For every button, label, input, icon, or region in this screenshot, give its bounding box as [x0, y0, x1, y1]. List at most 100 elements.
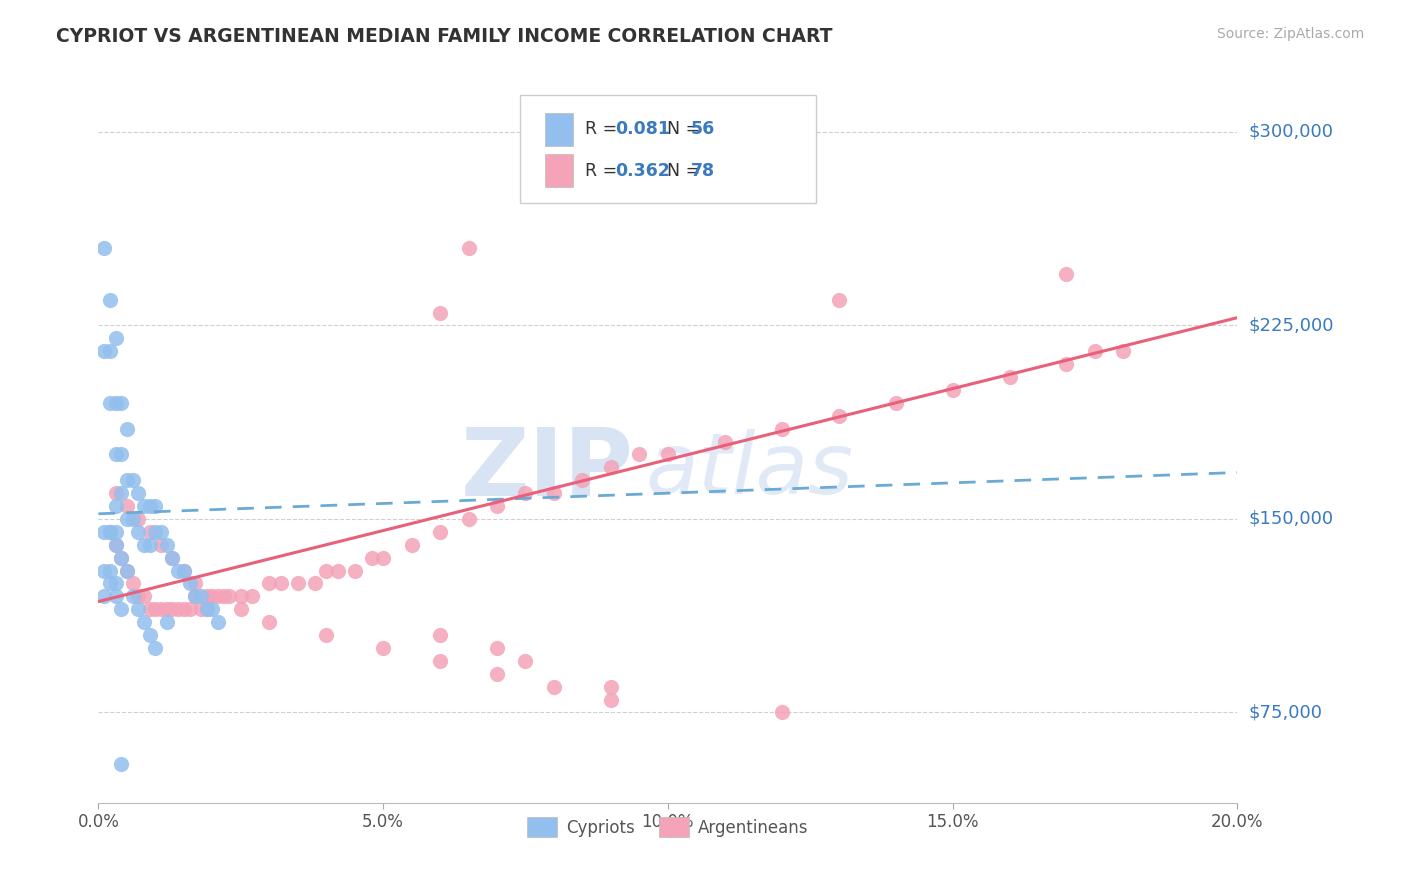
Point	[600, 680, 623, 694]
Text: N =: N =	[657, 161, 706, 179]
Point	[162, 550, 184, 565]
Point	[770, 422, 793, 436]
Point	[121, 590, 143, 604]
Point	[179, 602, 201, 616]
Point	[104, 396, 127, 410]
Point	[770, 706, 793, 720]
Point	[150, 602, 173, 616]
Point	[486, 666, 509, 681]
Point	[401, 538, 423, 552]
Point	[212, 590, 235, 604]
Point	[190, 590, 212, 604]
Point	[110, 550, 132, 565]
Point	[657, 447, 679, 461]
Point	[628, 447, 651, 461]
Text: atlas: atlas	[645, 429, 853, 512]
Point	[543, 486, 565, 500]
Point	[179, 576, 201, 591]
Point	[429, 654, 451, 668]
Point	[373, 640, 395, 655]
Point	[104, 331, 127, 345]
Point	[115, 422, 138, 436]
Point	[104, 499, 127, 513]
Text: N =: N =	[657, 120, 706, 138]
Point	[104, 538, 127, 552]
Point	[93, 344, 115, 359]
Point	[600, 692, 623, 706]
Text: 0.362: 0.362	[616, 161, 671, 179]
Point	[127, 524, 149, 539]
Point	[207, 590, 229, 604]
Point	[115, 564, 138, 578]
Point	[156, 615, 179, 630]
Point	[132, 615, 155, 630]
Point	[127, 590, 149, 604]
Point	[145, 602, 167, 616]
Point	[132, 590, 155, 604]
Point	[195, 590, 218, 604]
Point	[145, 640, 167, 655]
Point	[373, 550, 395, 565]
Point	[127, 512, 149, 526]
Point	[162, 550, 184, 565]
Point	[138, 602, 160, 616]
Point	[884, 396, 907, 410]
Point	[1056, 357, 1078, 371]
Point	[195, 602, 218, 616]
Point	[201, 602, 224, 616]
Point	[486, 640, 509, 655]
Text: R =: R =	[585, 161, 623, 179]
FancyBboxPatch shape	[546, 113, 574, 145]
Point	[115, 512, 138, 526]
Point	[218, 590, 240, 604]
Point	[162, 602, 184, 616]
Point	[207, 615, 229, 630]
Point	[93, 590, 115, 604]
Point	[110, 602, 132, 616]
Point	[127, 602, 149, 616]
Point	[259, 615, 281, 630]
Point	[229, 602, 252, 616]
Point	[457, 512, 479, 526]
Point	[240, 590, 263, 604]
Point	[104, 447, 127, 461]
Point	[828, 409, 851, 423]
Point	[110, 757, 132, 772]
Text: $75,000: $75,000	[1249, 704, 1323, 722]
Point	[98, 564, 121, 578]
Point	[132, 499, 155, 513]
Point	[132, 538, 155, 552]
Text: $150,000: $150,000	[1249, 510, 1333, 528]
Point	[104, 486, 127, 500]
Point	[167, 602, 190, 616]
Point	[515, 654, 537, 668]
Point	[270, 576, 292, 591]
Point	[429, 628, 451, 642]
Point	[110, 486, 132, 500]
Point	[1112, 344, 1135, 359]
Point	[457, 241, 479, 255]
Point	[1084, 344, 1107, 359]
Point	[429, 524, 451, 539]
Point	[571, 473, 593, 487]
Text: 56: 56	[690, 120, 714, 138]
Point	[104, 590, 127, 604]
Point	[343, 564, 366, 578]
Point	[115, 564, 138, 578]
Point	[110, 396, 132, 410]
Point	[173, 564, 195, 578]
Point	[115, 473, 138, 487]
Point	[110, 550, 132, 565]
Point	[127, 486, 149, 500]
Point	[600, 460, 623, 475]
Point	[229, 590, 252, 604]
Point	[115, 499, 138, 513]
Point	[138, 524, 160, 539]
Point	[304, 576, 326, 591]
Point	[98, 344, 121, 359]
Point	[315, 628, 337, 642]
Point	[190, 602, 212, 616]
Point	[315, 564, 337, 578]
Point	[98, 524, 121, 539]
Point	[110, 447, 132, 461]
